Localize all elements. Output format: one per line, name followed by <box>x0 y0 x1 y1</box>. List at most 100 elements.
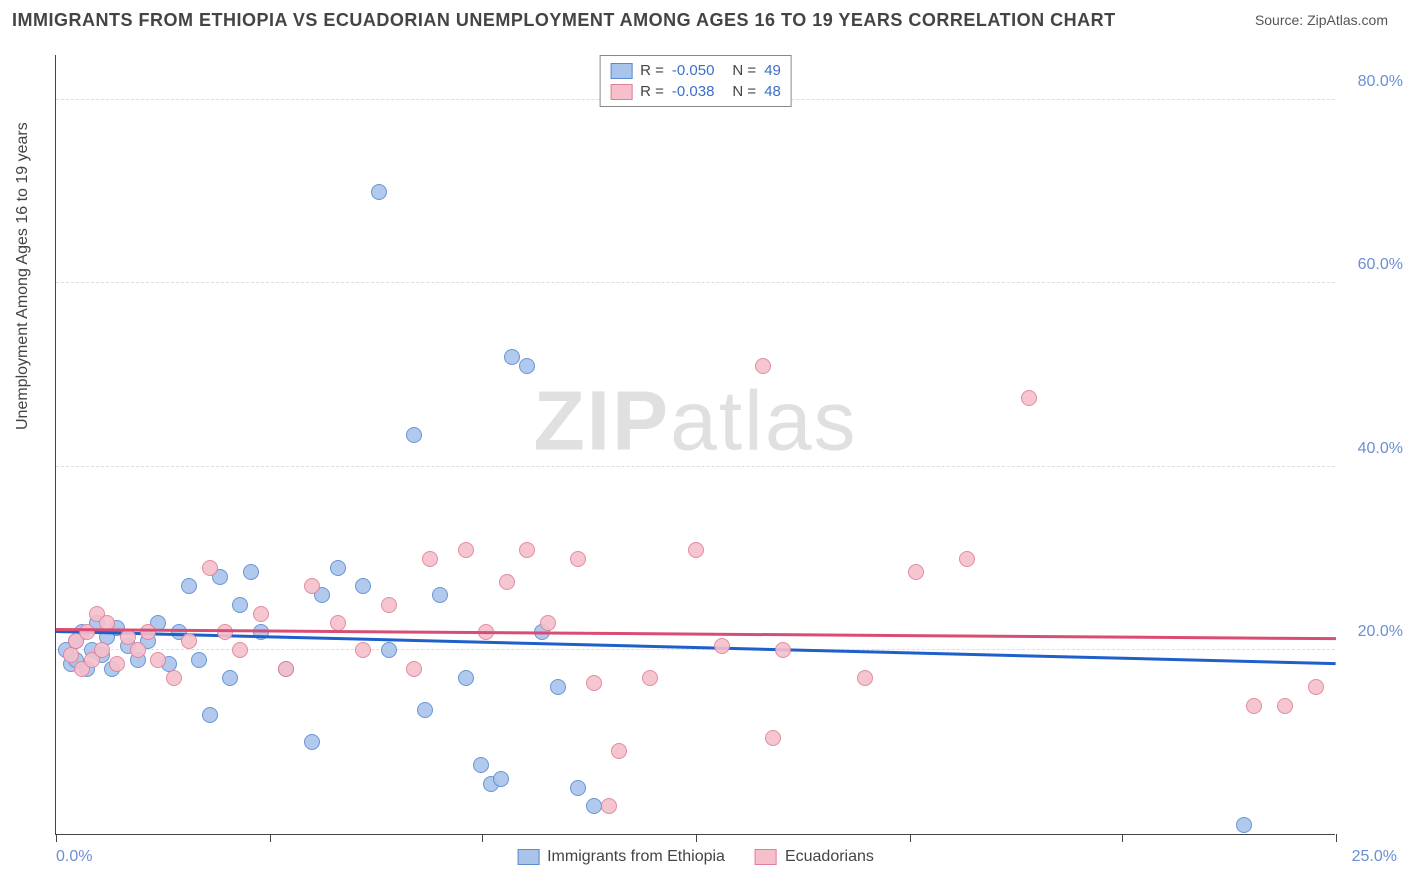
chart-title: IMMIGRANTS FROM ETHIOPIA VS ECUADORIAN U… <box>12 10 1116 31</box>
scatter-point <box>140 624 156 640</box>
scatter-point <box>202 707 218 723</box>
gridline <box>56 282 1335 283</box>
scatter-point <box>570 551 586 567</box>
x-axis-max-label: 25.0% <box>1352 848 1397 866</box>
scatter-point <box>755 358 771 374</box>
scatter-point <box>278 661 294 677</box>
x-tick <box>1336 834 1337 842</box>
scatter-point <box>304 578 320 594</box>
scatter-point <box>355 578 371 594</box>
y-tick-label: 40.0% <box>1358 440 1403 458</box>
scatter-point <box>304 734 320 750</box>
y-tick-label: 60.0% <box>1358 256 1403 274</box>
legend-r-value: -0.050 <box>672 62 715 79</box>
y-axis-title: Unemployment Among Ages 16 to 19 years <box>14 122 32 430</box>
scatter-point <box>611 743 627 759</box>
legend-swatch <box>517 849 539 865</box>
series-legend: Immigrants from Ethiopia Ecuadorians <box>517 848 874 866</box>
chart-container: IMMIGRANTS FROM ETHIOPIA VS ECUADORIAN U… <box>0 0 1406 892</box>
scatter-point <box>765 730 781 746</box>
legend-n-value: 48 <box>764 83 781 100</box>
scatter-point <box>959 551 975 567</box>
legend-r-value: -0.038 <box>672 83 715 100</box>
x-tick <box>1122 834 1123 842</box>
legend-n-label: N = <box>732 62 756 79</box>
scatter-point <box>1308 679 1324 695</box>
x-tick <box>56 834 57 842</box>
legend-n-value: 49 <box>764 62 781 79</box>
scatter-point <box>857 670 873 686</box>
scatter-point <box>130 642 146 658</box>
scatter-point <box>94 642 110 658</box>
y-tick-label: 80.0% <box>1358 73 1403 91</box>
scatter-point <box>120 629 136 645</box>
scatter-point <box>688 542 704 558</box>
scatter-point <box>79 624 95 640</box>
scatter-point <box>181 578 197 594</box>
scatter-point <box>181 633 197 649</box>
scatter-point <box>150 652 166 668</box>
trend-line <box>56 628 1336 640</box>
scatter-point <box>519 358 535 374</box>
scatter-point <box>422 551 438 567</box>
scatter-point <box>63 647 79 663</box>
scatter-point <box>381 642 397 658</box>
scatter-point <box>406 427 422 443</box>
correlation-legend: R = -0.050 N = 49 R = -0.038 N = 48 <box>599 55 792 107</box>
scatter-point <box>417 702 433 718</box>
scatter-point <box>458 542 474 558</box>
legend-row: R = -0.050N = 49 <box>610 60 781 81</box>
scatter-point <box>499 574 515 590</box>
scatter-point <box>330 560 346 576</box>
scatter-point <box>473 757 489 773</box>
legend-item: Ecuadorians <box>755 848 874 866</box>
scatter-point <box>504 349 520 365</box>
x-tick <box>270 834 271 842</box>
scatter-point <box>432 587 448 603</box>
legend-r-label: R = <box>640 83 664 100</box>
scatter-point <box>1277 698 1293 714</box>
scatter-point <box>355 642 371 658</box>
legend-label: Immigrants from Ethiopia <box>547 848 725 866</box>
scatter-point <box>232 597 248 613</box>
legend-swatch <box>755 849 777 865</box>
scatter-point <box>540 615 556 631</box>
scatter-point <box>586 798 602 814</box>
scatter-point <box>1236 817 1252 833</box>
scatter-point <box>714 638 730 654</box>
scatter-point <box>550 679 566 695</box>
scatter-point <box>381 597 397 613</box>
scatter-point <box>406 661 422 677</box>
legend-swatch <box>610 63 632 79</box>
scatter-point <box>586 675 602 691</box>
scatter-point <box>601 798 617 814</box>
scatter-point <box>908 564 924 580</box>
scatter-point <box>1021 390 1037 406</box>
scatter-point <box>191 652 207 668</box>
x-tick <box>482 834 483 842</box>
x-axis-min-label: 0.0% <box>56 848 92 866</box>
watermark: ZIPatlas <box>533 373 857 470</box>
scatter-point <box>253 606 269 622</box>
legend-item: Immigrants from Ethiopia <box>517 848 725 866</box>
scatter-point <box>166 670 182 686</box>
scatter-point <box>493 771 509 787</box>
gridline <box>56 466 1335 467</box>
legend-row: R = -0.038 N = 48 <box>610 81 781 102</box>
scatter-point <box>109 656 125 672</box>
legend-swatch <box>610 84 632 100</box>
scatter-point <box>202 560 218 576</box>
scatter-point <box>232 642 248 658</box>
scatter-point <box>642 670 658 686</box>
scatter-point <box>570 780 586 796</box>
x-tick <box>910 834 911 842</box>
scatter-point <box>243 564 259 580</box>
legend-n-label: N = <box>732 83 756 100</box>
scatter-point <box>371 184 387 200</box>
scatter-point <box>1246 698 1262 714</box>
scatter-point <box>330 615 346 631</box>
source-label: Source: ZipAtlas.com <box>1255 12 1388 28</box>
x-tick <box>696 834 697 842</box>
y-tick-label: 20.0% <box>1358 623 1403 641</box>
scatter-point <box>775 642 791 658</box>
